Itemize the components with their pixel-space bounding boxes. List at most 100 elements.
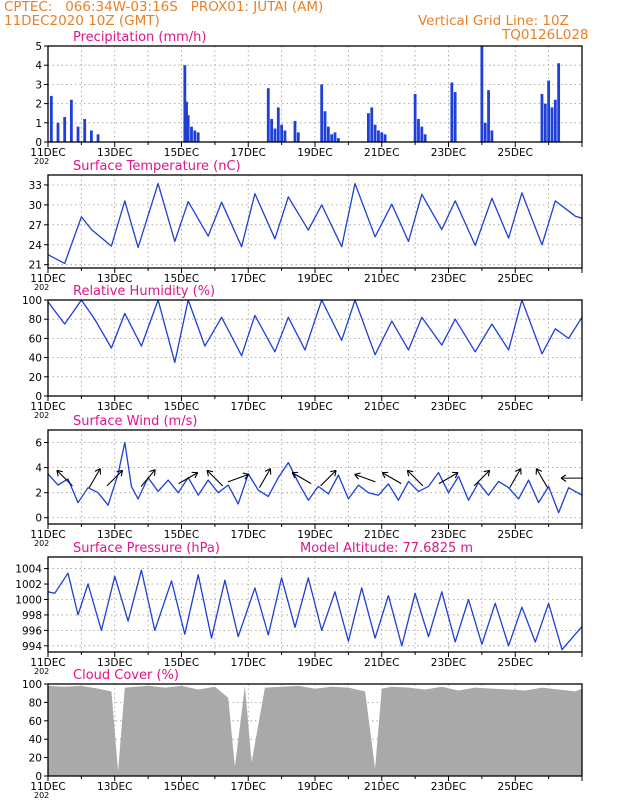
x-tick-label: 11DEC [30,657,65,669]
x-year-label: 202 [34,667,49,676]
wind-arrow [291,471,312,485]
y-tick-label: 60 [29,716,42,728]
x-tick-label: 23DEC [431,657,466,669]
wind-arrow [140,469,156,487]
precipitation-bar [380,132,384,142]
y-tick-label: 0 [35,771,42,783]
wind-arrow [406,469,424,487]
x-tick-label: 11DEC [30,781,65,793]
panel-3: 0 20 40 60 80 100 11DEC 13DEC 15DEC 17DEC 19DEC 21D… [22,284,583,420]
x-tick-label: 25DEC [498,657,533,669]
x-tick-label: 19DEC [297,781,332,793]
x-tick-label: 19DEC [297,401,332,413]
series-line [48,569,582,651]
precipitation-bar [540,94,544,142]
precipitation-bar [553,99,557,142]
x-tick-label: 25DEC [498,781,533,793]
precipitation-bar [69,99,73,142]
series-group [48,569,582,651]
x-tick-label: 15DEC [164,529,199,541]
wind-arrow [509,468,522,488]
y-tick-label: 994 [22,641,42,653]
y-tick-label: 1002 [15,579,42,591]
wind-arrow [381,471,402,485]
cloud-cover-area [48,685,582,776]
x-tick-label: 25DEC [498,401,533,413]
x-tick-label: 23DEC [431,781,466,793]
wind-arrow [88,468,102,488]
wind-arrow [354,472,376,483]
x-tick-label: 13DEC [97,147,132,159]
panel-4: 0 2 4 6 11DEC 13DEC 15DEC 17DEC 19DEC 21DEC 23DEC 2… [30,414,583,548]
precipitation-bar [420,126,424,142]
x-year-label: 202 [34,283,49,292]
y-tick-label: 4 [35,463,42,475]
y-tick-label: 100 [22,679,42,691]
series-group [48,182,582,265]
header-run-code: TQ0126L028 [502,27,589,43]
x-tick-label: 15DEC [164,781,199,793]
header-station-line: CPTEC: 066:34W-03:16S PROX01: JUTAI (AM) [4,0,324,15]
panel-title: Relative Humidity (%) [73,284,215,299]
precipitation-bar [83,118,87,142]
precipitation-bar [453,92,457,142]
wind-arrow [473,469,491,487]
wind-arrow [560,474,583,482]
panel-title: Surface Pressure (hPa) [73,541,220,556]
precipitation-bar [49,95,53,142]
wind-arrow [258,468,272,488]
y-tick-label: 80 [29,697,42,709]
wind-arrow [320,469,337,487]
precipitation-bar [483,122,487,142]
x-tick-label: 21DEC [364,401,399,413]
x-tick-label: 21DEC [364,273,399,285]
x-tick-label: 17DEC [231,147,266,159]
x-tick-label: 17DEC [231,529,266,541]
wind-arrow [438,471,459,485]
precipitation-bar [186,115,190,142]
precipitation-bar [480,46,484,142]
x-tick-label: 21DEC [364,147,399,159]
precipitation-bar [63,117,67,142]
y-tick-label: 27 [29,220,42,232]
wind-arrow [227,472,250,483]
precipitation-bar [76,126,80,142]
y-tick-label: 20 [29,753,42,765]
x-year-label: 202 [34,157,49,166]
precipitation-bar [273,128,277,142]
wind-arrow [106,469,124,487]
x-tick-label: 15DEC [164,147,199,159]
precipitation-bar [283,130,287,142]
y-tick-label: 998 [22,610,42,622]
x-tick-label: 23DEC [431,273,466,285]
panel-annotation: Model Altitude: 77.6825 m [300,541,473,556]
precipitation-bar [183,65,187,142]
x-tick-label: 13DEC [97,529,132,541]
x-tick-label: 13DEC [97,657,132,669]
precipitation-bar [370,107,374,142]
x-tick-label: 13DEC [97,781,132,793]
y-tick-label: 2 [35,99,42,111]
precipitation-bar [373,124,377,142]
precipitation-bar [276,107,280,142]
y-tick-label: 0 [35,513,42,525]
series-line [48,441,582,514]
x-tick-label: 23DEC [431,529,466,541]
x-tick-label: 25DEC [498,273,533,285]
x-tick-label: 21DEC [364,781,399,793]
precipitation-bar [413,94,417,142]
x-tick-label: 23DEC [431,401,466,413]
precipitation-bar [383,134,387,142]
x-tick-label: 19DEC [297,529,332,541]
precipitation-bar [320,84,324,142]
precipitation-bar [296,132,300,142]
y-tick-label: 100 [22,295,42,307]
y-tick-label: 3 [35,79,42,91]
y-tick-label: 2 [35,488,42,500]
precipitation-bar [266,88,270,142]
y-tick-label: 1004 [15,564,42,576]
precipitation-bar [367,113,370,142]
x-tick-label: 21DEC [364,529,399,541]
precipitation-bar [550,107,554,142]
precipitation-bar [333,132,337,142]
